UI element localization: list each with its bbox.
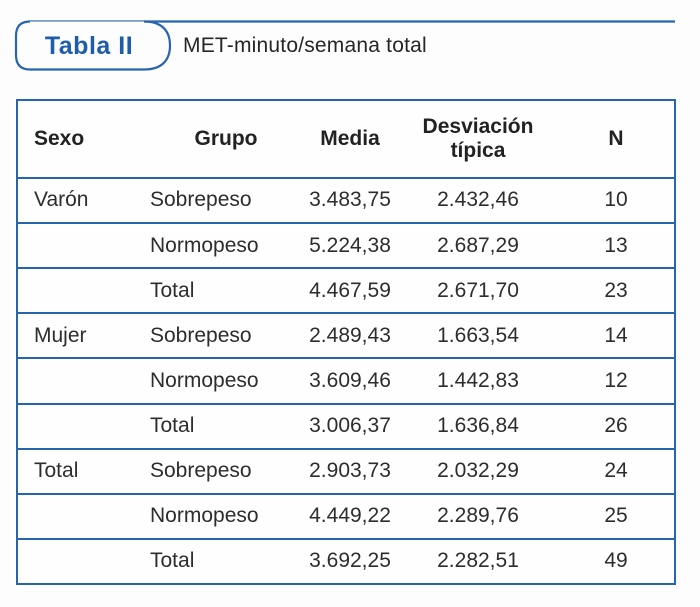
cell-n: 13 <box>604 233 628 257</box>
cell-n: 24 <box>604 459 628 483</box>
column-header-desviacion: Desviación típica <box>422 114 534 162</box>
table-row: Mujer Sobrepeso 2.489,43 1.663,54 14 <box>18 312 674 357</box>
cell-media: 3.006,37 <box>309 414 391 438</box>
cell-grupo: Total <box>150 414 195 438</box>
cell-sexo: Mujer <box>34 323 87 347</box>
column-header-grupo: Grupo <box>194 126 258 150</box>
table-row: Normopeso 4.449,22 2.289,76 25 <box>18 492 674 538</box>
table-row: Normopeso 5.224,38 2.687,29 13 <box>18 222 674 267</box>
cell-desviacion: 2.289,76 <box>437 504 519 528</box>
cell-media: 5.224,38 <box>309 233 391 257</box>
table-body: Varón Sobrepeso 3.483,75 2.432,46 10 Nor… <box>18 177 674 583</box>
cell-desviacion: 1.636,84 <box>437 414 519 438</box>
cell-media: 4.449,22 <box>309 504 391 528</box>
cell-desviacion: 2.032,29 <box>437 459 519 483</box>
cell-grupo: Sobrepeso <box>150 459 252 483</box>
table-header-row: Sexo Grupo Media Desviación típica N <box>18 101 674 177</box>
table-header-decoration <box>14 20 675 71</box>
cell-media: 3.609,46 <box>309 368 391 392</box>
cell-media: 2.489,43 <box>309 323 391 347</box>
cell-desviacion: 1.663,54 <box>437 323 519 347</box>
cell-n: 49 <box>604 549 628 573</box>
table-row: Total 3.006,37 1.636,84 26 <box>18 402 674 448</box>
cell-desviacion: 2.432,46 <box>437 188 519 212</box>
cell-grupo: Sobrepeso <box>150 188 252 212</box>
column-header-n: N <box>608 126 624 150</box>
cell-grupo: Total <box>150 549 195 573</box>
cell-grupo: Normopeso <box>150 368 259 392</box>
cell-n: 23 <box>604 278 628 302</box>
table-row: Varón Sobrepeso 3.483,75 2.432,46 10 <box>18 177 674 222</box>
cell-n: 12 <box>604 368 628 392</box>
table-row: Total 4.467,59 2.671,70 23 <box>18 267 674 312</box>
cell-n: 26 <box>604 414 628 438</box>
data-table: Sexo Grupo Media Desviación típica N Var… <box>16 99 676 585</box>
table-title: MET-minuto/semana total <box>183 33 427 57</box>
cell-grupo: Normopeso <box>150 233 259 257</box>
column-header-media: Media <box>320 126 380 150</box>
table-number-tab: Tabla II <box>44 31 134 60</box>
cell-desviacion: 2.687,29 <box>437 233 519 257</box>
table-row: Total Sobrepeso 2.903,73 2.032,29 24 <box>18 447 674 493</box>
table-row: Normopeso 3.609,46 1.442,83 12 <box>18 357 674 402</box>
cell-media: 3.483,75 <box>309 188 391 212</box>
cell-grupo: Normopeso <box>150 504 259 528</box>
cell-n: 25 <box>604 504 628 528</box>
cell-media: 4.467,59 <box>309 278 391 302</box>
cell-grupo: Sobrepeso <box>150 323 252 347</box>
cell-n: 10 <box>604 188 628 212</box>
cell-media: 3.692,25 <box>309 549 391 573</box>
cell-desviacion: 2.671,70 <box>437 278 519 302</box>
cell-desviacion: 1.442,83 <box>437 368 519 392</box>
cell-grupo: Total <box>150 278 195 302</box>
cell-sexo: Total <box>34 459 79 483</box>
cell-sexo: Varón <box>34 188 89 212</box>
cell-n: 14 <box>604 323 628 347</box>
column-header-sexo: Sexo <box>34 126 85 150</box>
cell-desviacion: 2.282,51 <box>437 549 519 573</box>
table-row: Total 3.692,25 2.282,51 49 <box>18 537 674 583</box>
cell-media: 2.903,73 <box>309 459 391 483</box>
